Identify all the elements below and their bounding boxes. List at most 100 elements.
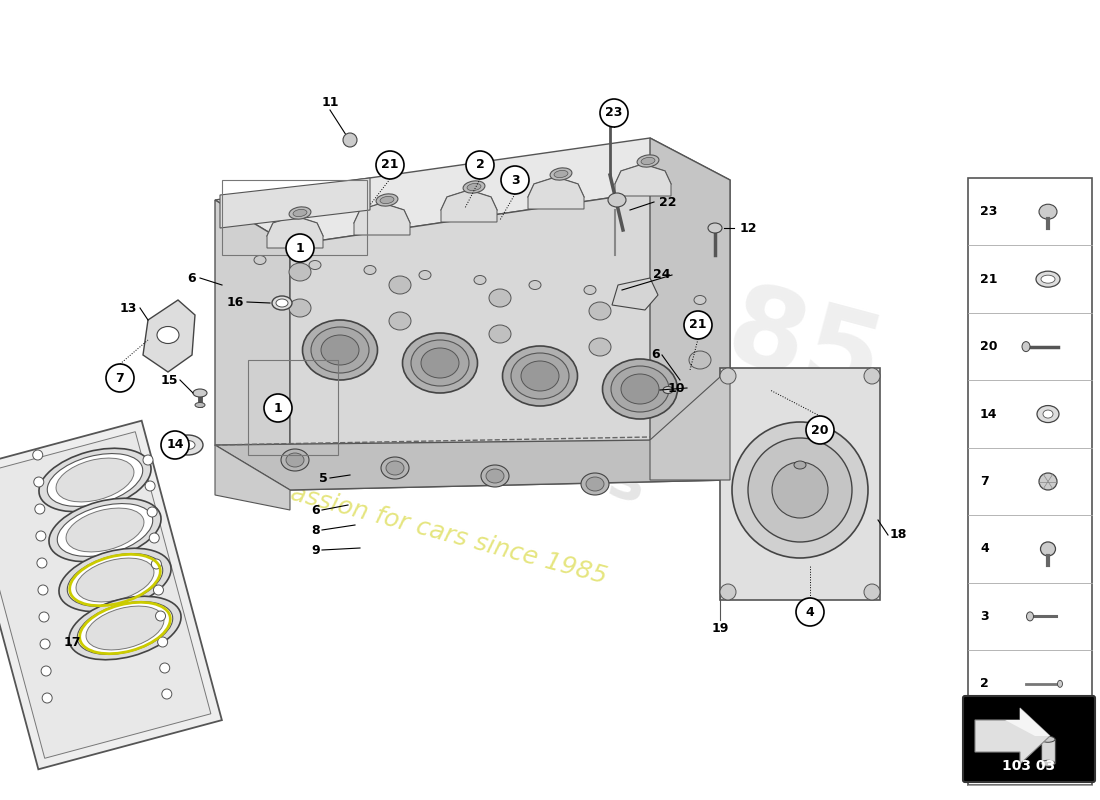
Ellipse shape [1037,406,1059,422]
Circle shape [33,450,43,460]
Ellipse shape [57,503,153,557]
Circle shape [466,151,494,179]
Ellipse shape [1041,275,1055,283]
Ellipse shape [86,606,164,650]
Text: 1: 1 [296,242,305,254]
Text: 19: 19 [712,622,728,634]
Ellipse shape [641,158,654,165]
Ellipse shape [588,338,610,356]
Ellipse shape [481,465,509,487]
Ellipse shape [39,448,151,512]
Ellipse shape [1040,473,1057,490]
Ellipse shape [621,374,659,404]
Text: 10: 10 [668,382,685,394]
Text: 4: 4 [980,542,989,555]
Polygon shape [720,368,880,600]
Ellipse shape [364,266,376,274]
Text: a passion for cars since 1985: a passion for cars since 1985 [250,471,609,589]
Ellipse shape [490,325,512,343]
Text: 4: 4 [805,606,814,618]
Polygon shape [975,708,1050,764]
Text: 22: 22 [659,195,676,209]
Circle shape [162,689,172,699]
Circle shape [155,611,165,621]
Circle shape [600,99,628,127]
Polygon shape [612,278,658,310]
Text: 103 03: 103 03 [1002,759,1056,773]
Circle shape [160,663,169,673]
Ellipse shape [389,312,411,330]
Ellipse shape [66,508,144,552]
Ellipse shape [512,353,569,399]
Ellipse shape [421,348,459,378]
Ellipse shape [309,261,321,270]
Text: 15: 15 [161,374,178,386]
Ellipse shape [694,295,706,305]
Ellipse shape [463,181,485,193]
Polygon shape [214,445,290,510]
Circle shape [145,481,155,491]
Ellipse shape [689,315,711,333]
Ellipse shape [490,289,512,307]
Circle shape [720,368,736,384]
Ellipse shape [610,366,669,412]
Ellipse shape [1026,612,1034,621]
Polygon shape [214,138,730,245]
FancyBboxPatch shape [962,696,1094,782]
Ellipse shape [381,457,409,479]
Circle shape [500,166,529,194]
Text: 12: 12 [739,222,757,234]
Circle shape [748,438,852,542]
Ellipse shape [182,441,195,450]
Ellipse shape [381,196,394,204]
Ellipse shape [521,361,559,391]
Ellipse shape [639,290,651,299]
Ellipse shape [603,359,678,419]
Circle shape [37,558,47,568]
Ellipse shape [468,183,481,190]
Ellipse shape [173,435,204,455]
Ellipse shape [1036,271,1060,287]
Circle shape [161,431,189,459]
Polygon shape [975,708,1050,736]
Ellipse shape [311,327,368,373]
Ellipse shape [321,335,359,365]
Ellipse shape [195,402,205,407]
Circle shape [39,585,48,595]
Bar [1041,739,1055,763]
Text: 16: 16 [227,295,244,309]
Circle shape [286,234,313,262]
Circle shape [796,598,824,626]
Text: 23: 23 [605,106,623,119]
Ellipse shape [59,548,170,612]
Ellipse shape [419,270,431,279]
Text: 2: 2 [980,678,989,690]
Ellipse shape [376,194,398,206]
Circle shape [264,394,292,422]
Polygon shape [143,300,195,372]
Text: 23: 23 [980,206,998,218]
Ellipse shape [276,299,288,307]
Ellipse shape [689,351,711,369]
Ellipse shape [403,333,477,393]
Circle shape [684,311,712,339]
Polygon shape [0,432,211,758]
Ellipse shape [708,223,722,233]
Circle shape [34,477,44,487]
Ellipse shape [581,473,609,495]
Polygon shape [214,440,730,490]
Text: 3: 3 [510,174,519,186]
Text: 5: 5 [319,471,328,485]
Text: 14: 14 [980,407,998,421]
Ellipse shape [586,477,604,491]
Ellipse shape [554,170,568,178]
Circle shape [152,559,162,569]
Ellipse shape [1041,542,1056,556]
Ellipse shape [529,281,541,290]
Ellipse shape [280,449,309,471]
Text: 6: 6 [651,349,660,362]
Ellipse shape [637,155,659,167]
Ellipse shape [76,558,154,602]
Circle shape [150,533,160,543]
Ellipse shape [411,340,469,386]
